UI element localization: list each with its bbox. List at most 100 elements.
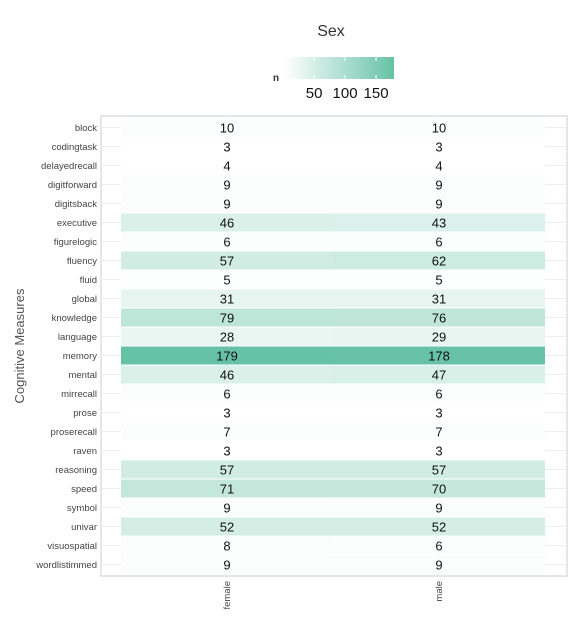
legend-tick-label: 150 — [364, 85, 389, 102]
y-tick-label: raven — [73, 446, 97, 457]
y-tick-label: fluid — [80, 275, 97, 286]
cell-value-label: 4 — [435, 159, 442, 174]
cell-value-label: 9 — [435, 197, 442, 212]
legend-tick-label: 50 — [306, 85, 323, 102]
heatmap-cell — [333, 403, 545, 422]
y-tick-label: knowledge — [52, 313, 97, 324]
heatmap-cell — [333, 346, 545, 365]
y-tick-label: speed — [71, 484, 97, 495]
cell-value-label: 7 — [223, 425, 230, 440]
y-tick-labels: block codingtask delayedrecall digitforward… — [35, 123, 97, 571]
heatmap-cell — [333, 175, 545, 194]
cell-value-label: 9 — [223, 501, 230, 516]
legend-tick-label: 100 — [333, 85, 358, 102]
heatmap-cell — [333, 156, 545, 175]
cell-value-label: 29 — [432, 330, 446, 345]
cell-value-label: 9 — [223, 558, 230, 573]
cell-value-label: 57 — [220, 254, 234, 269]
y-axis-label: Cognitive Measures — [12, 288, 27, 403]
cell-value-label: 5 — [223, 273, 230, 288]
cell-value-label: 71 — [220, 482, 234, 497]
cell-value-label: 28 — [220, 330, 234, 345]
cell-value-label: 3 — [435, 140, 442, 155]
cell-value-label: 3 — [223, 140, 230, 155]
cell-value-label: 43 — [432, 216, 446, 231]
cell-value-label: 3 — [223, 406, 230, 421]
heatmap-cell — [333, 555, 545, 574]
heatmap-cell — [121, 175, 333, 194]
cell-value-label: 10 — [432, 121, 446, 136]
heatmap-cell — [333, 232, 545, 251]
heatmap-cell — [121, 365, 333, 384]
heatmap-cell — [333, 289, 545, 308]
y-tick-label: figurelogic — [54, 237, 98, 248]
y-tick-label: reasoning — [55, 465, 97, 476]
y-tick-label: language — [58, 332, 97, 343]
cell-value-label: 47 — [432, 368, 446, 383]
y-tick-label: global — [72, 294, 97, 305]
y-tick-label: fluency — [67, 256, 97, 267]
heatmap-cell — [121, 441, 333, 460]
cell-value-label: 8 — [223, 539, 230, 554]
heatmap-cell — [121, 327, 333, 346]
x-tick-labels: female male — [222, 581, 445, 610]
heatmap-cell — [333, 384, 545, 403]
heatmap-cell — [333, 194, 545, 213]
heatmap-cell — [121, 403, 333, 422]
cell-value-label: 9 — [435, 501, 442, 516]
heatmap-cell — [333, 479, 545, 498]
y-tick-label: digitforward — [48, 180, 97, 191]
cell-value-label: 6 — [223, 235, 230, 250]
cell-value-label: 9 — [435, 558, 442, 573]
cell-value-label: 6 — [435, 235, 442, 250]
cell-value-label: 79 — [220, 311, 234, 326]
y-tick-label: codingtask — [52, 142, 98, 153]
heatmap-cell — [121, 536, 333, 555]
heatmap-cell — [121, 479, 333, 498]
cell-value-label: 52 — [432, 520, 446, 535]
heatmap-cell — [333, 137, 545, 156]
heatmap-cell — [121, 156, 333, 175]
heatmap-cell — [121, 270, 333, 289]
x-tick-label: female — [222, 581, 233, 610]
legend-ticks: 50 100 150 — [306, 57, 389, 102]
y-tick-label: proserecall — [51, 427, 97, 438]
heatmap-cell — [333, 460, 545, 479]
heatmap-cell — [121, 194, 333, 213]
heatmap-cell — [121, 517, 333, 536]
cell-value-label: 6 — [435, 539, 442, 554]
cell-value-label: 5 — [435, 273, 442, 288]
legend-title: Sex — [317, 23, 345, 40]
heatmap-cell — [121, 137, 333, 156]
heatmap-cell — [333, 251, 545, 270]
cell-value-label: 6 — [223, 387, 230, 402]
heatmap-cell — [121, 460, 333, 479]
cell-value-label: 46 — [220, 216, 234, 231]
legend-scale-label: n — [273, 73, 279, 84]
cell-value-label: 31 — [220, 292, 234, 307]
cell-value-label: 52 — [220, 520, 234, 535]
heatmap-cell — [333, 118, 545, 137]
heatmap-cell — [121, 308, 333, 327]
y-tick-label: digitsback — [55, 199, 97, 210]
cell-value-label: 10 — [220, 121, 234, 136]
cell-value-label: 62 — [432, 254, 446, 269]
y-tick-label: delayedrecall — [41, 161, 97, 172]
y-tick-label: mirrecall — [61, 389, 97, 400]
cell-value-label: 76 — [432, 311, 446, 326]
heatmap-cell — [121, 251, 333, 270]
cell-value-label: 179 — [216, 349, 238, 364]
cell-value-label: 4 — [223, 159, 230, 174]
y-tick-label: visuospatial — [47, 541, 97, 552]
cell-value-label: 6 — [435, 387, 442, 402]
heatmap-cell — [121, 346, 333, 365]
heatmap-cell — [121, 498, 333, 517]
y-tick-label: memory — [63, 351, 98, 362]
heatmap-cell — [333, 308, 545, 327]
heatmap-cell — [121, 118, 333, 137]
heatmap-cell — [121, 289, 333, 308]
cell-value-label: 9 — [223, 197, 230, 212]
legend-colorbar — [285, 57, 394, 79]
heatmap-cell — [333, 498, 545, 517]
